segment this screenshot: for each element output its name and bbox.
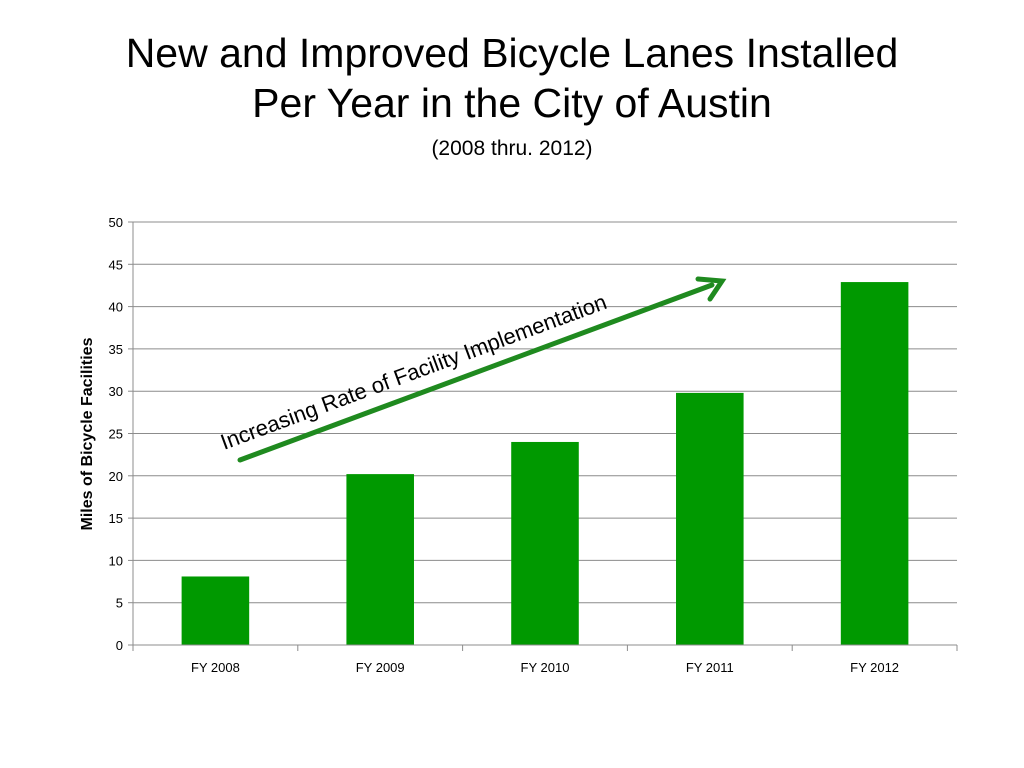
bar — [346, 474, 414, 645]
bar — [676, 392, 744, 645]
y-tick-label: 15 — [109, 511, 123, 526]
x-tick-label: FY 2010 — [521, 660, 570, 675]
x-tick-label: FY 2008 — [191, 660, 240, 675]
trend-arrow-head — [695, 276, 727, 302]
y-tick-label: 25 — [109, 427, 123, 442]
bar — [181, 576, 250, 645]
trend-arrow-line — [237, 282, 715, 463]
chart-title-line-2: Per Year in the City of Austin — [252, 80, 772, 126]
x-tick-label: FY 2011 — [686, 660, 734, 675]
x-tick-label: FY 2012 — [850, 660, 899, 675]
y-tick-label: 5 — [116, 596, 123, 611]
x-tick-labels: FY 2008 FY 2009 FY 2010 FY 2011 FY 2012 — [191, 660, 899, 675]
bar — [511, 441, 579, 645]
chart-title-line-1: New and Improved Bicycle Lanes Installed — [125, 30, 899, 76]
y-tick-labels: 0 5 10 15 20 25 30 35 40 45 50 — [109, 215, 123, 653]
y-tick-label: 45 — [109, 257, 123, 272]
y-axis-title: Miles of Bicycle Facilities — [79, 337, 96, 530]
y-tick-label: 35 — [109, 342, 123, 357]
title-block: New and Improved Bicycle Lanes Installed… — [0, 28, 1024, 164]
y-tick-label: 50 — [109, 215, 123, 230]
y-tick-label: 20 — [109, 469, 123, 484]
x-tick-label: FY 2009 — [356, 660, 405, 675]
axes — [128, 221, 958, 651]
y-tick-label: 30 — [109, 384, 123, 399]
chart-subtitle: (2008 thru. 2012) — [431, 137, 593, 160]
trend-annotation-text: Increasing Rate of Facility Implementati… — [217, 289, 610, 455]
y-tick-label: 10 — [109, 553, 123, 568]
y-tick-label: 0 — [116, 638, 123, 653]
bar — [840, 282, 909, 645]
y-tick-label: 40 — [109, 300, 123, 315]
bars — [181, 282, 909, 645]
